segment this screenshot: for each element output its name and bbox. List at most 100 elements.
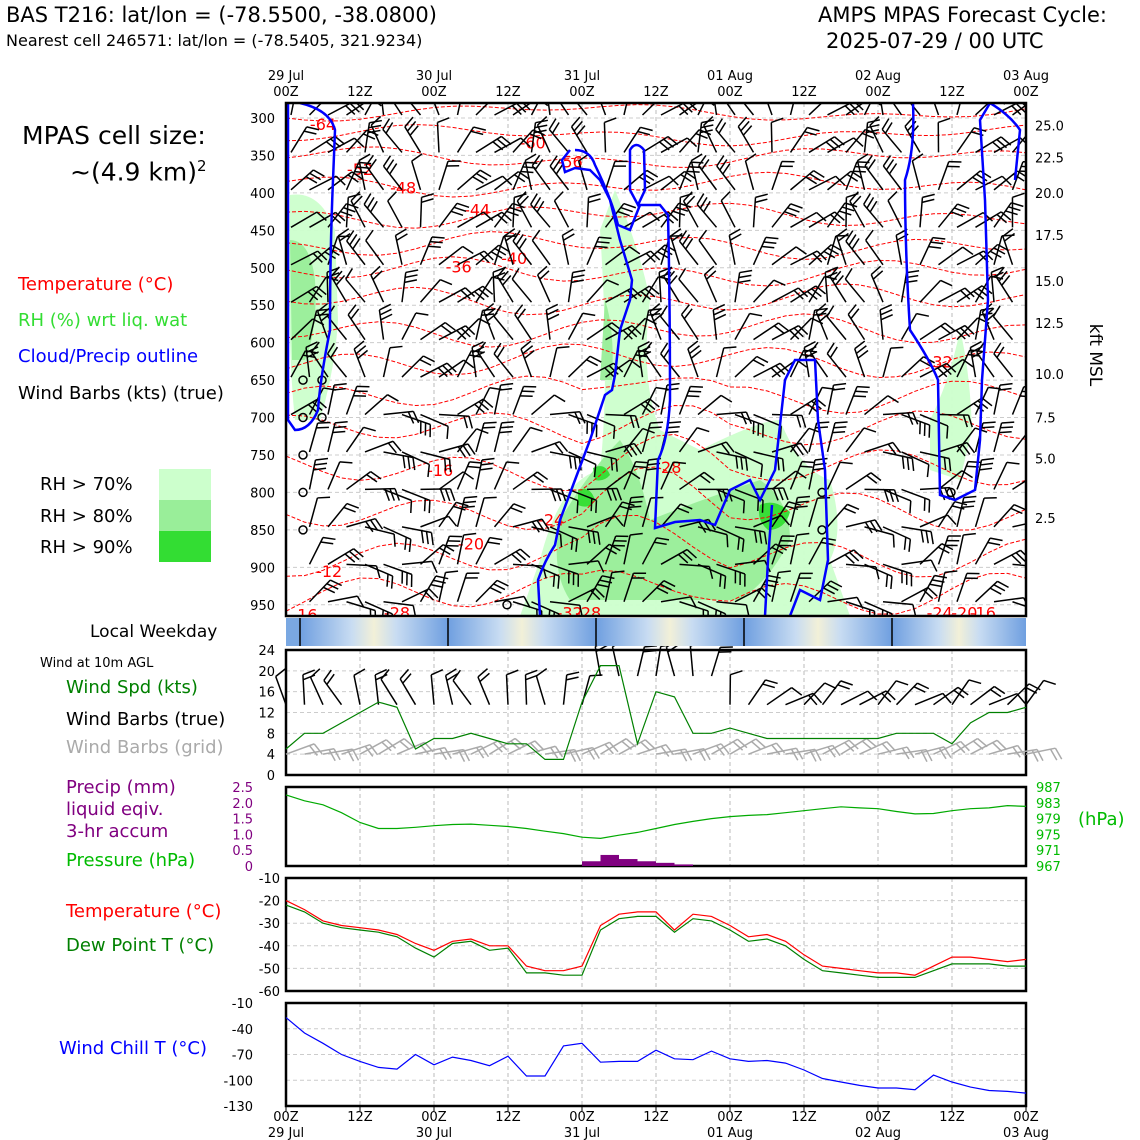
wind-barb-feather — [630, 532, 643, 536]
wind-barb-feather — [309, 172, 322, 181]
wind-barb — [956, 317, 979, 341]
wind-barb — [826, 235, 837, 265]
wind-barb-feather — [920, 529, 925, 543]
wind-barb-feather — [608, 543, 621, 552]
wind-barb-grid-feather — [751, 740, 762, 751]
forecast-cycle-title: AMPS MPAS Forecast Cycle: — [818, 3, 1107, 27]
wind-barb-feather — [798, 325, 809, 335]
wind-barb-feather — [688, 390, 702, 393]
wind-barb-feather — [396, 233, 408, 241]
wind-barb — [290, 103, 295, 116]
wind-barb-grid-feather — [640, 741, 651, 752]
wind-barb — [586, 413, 615, 427]
wind-barb-feather — [611, 570, 625, 574]
wind-barb-true-feather — [445, 668, 457, 677]
wind-barb-feather — [719, 159, 728, 171]
wind-barb-feather — [370, 471, 382, 480]
wind-barb-feather — [703, 471, 715, 481]
wind-barb-true-feather — [824, 682, 837, 690]
wind-barb-feather — [930, 241, 944, 245]
wind-barb-feather — [297, 84, 310, 86]
bottom-axis-hour-label: 00Z — [273, 1110, 299, 1125]
wind-barb-feather — [890, 576, 893, 589]
wind-barb-feather — [909, 500, 912, 514]
wind-barb-true-feather — [643, 649, 656, 653]
top-axis-date-label: 02 Aug — [855, 69, 901, 84]
wind-barb — [457, 250, 485, 266]
wind-barb-feather — [533, 197, 542, 209]
temp-tick-label: -40 — [259, 940, 280, 955]
wind-barb-feather — [1004, 232, 1016, 242]
wind-barb-feather — [719, 611, 722, 616]
wind-barb-grid-feather — [844, 742, 855, 752]
wind-barb — [882, 488, 912, 502]
wind-barb — [493, 315, 514, 341]
wind-barb-true-feather — [989, 688, 1002, 698]
wind-barb-feather — [366, 197, 375, 209]
wind-barb-feather — [607, 324, 619, 334]
wind-barb-feather — [735, 455, 739, 469]
wind-barb — [660, 137, 688, 154]
wind-barb-feather — [848, 234, 857, 246]
wind-barb — [697, 394, 722, 416]
wind-barb-feather — [977, 400, 989, 410]
wind-barb-feather — [833, 382, 847, 386]
wind-barb — [720, 200, 736, 228]
wind-barb — [383, 601, 414, 607]
wind-barb — [993, 137, 1021, 154]
top-axis-date-label: 01 Aug — [707, 69, 753, 84]
wind-barb-feather — [838, 210, 852, 216]
wind-barb-feather — [926, 464, 930, 478]
pressure-tick-label: 900 — [250, 561, 275, 576]
isotherm-label: -24 — [927, 603, 953, 622]
wind-barb-feather — [615, 459, 618, 472]
wind-barb-feather — [379, 89, 391, 91]
wind-barb-feather — [957, 203, 970, 210]
wind-barb-feather — [588, 198, 601, 204]
wind-barb-feather — [989, 250, 1002, 259]
wind-barb-feather — [980, 462, 994, 466]
wind-barb-grid-feather — [660, 745, 670, 757]
wind-barb-feather — [843, 507, 856, 514]
wind-barb-grid-feather — [737, 738, 748, 749]
wind-barb-feather — [365, 154, 374, 166]
precip-panel-frame — [284, 785, 1028, 868]
wind-barb-feather — [665, 430, 679, 434]
wind-barb-feather — [511, 268, 520, 280]
wind-barb-feather — [785, 505, 799, 511]
isotherm-contour — [286, 466, 1026, 531]
wind-barb-feather — [339, 461, 353, 464]
wind-barb-feather — [816, 211, 827, 222]
wind-barb-feather — [499, 387, 513, 391]
rh90-swatch — [159, 531, 211, 562]
wind-barb-feather — [885, 159, 895, 171]
wind-barb-feather — [1038, 473, 1048, 481]
wind-barb-feather — [797, 495, 811, 499]
wind-barb-feather — [493, 305, 502, 317]
wind-barb-feather — [943, 457, 947, 471]
wind-barb-feather — [1001, 275, 1011, 286]
wind-barb — [809, 352, 829, 378]
wind-barb — [887, 200, 903, 228]
wind-barb-feather — [349, 234, 358, 246]
wind-barb-feather — [310, 341, 320, 353]
wind-barb-feather — [333, 387, 346, 391]
wind-barb-feather — [345, 105, 356, 115]
wind-barb — [863, 103, 872, 116]
wind-barb — [381, 103, 385, 116]
wind-barb-feather — [714, 609, 718, 616]
wind-barb-feather — [954, 500, 968, 506]
wind-barb — [938, 413, 969, 416]
wind-barb-feather — [912, 412, 919, 425]
wind-barb-feather — [1019, 395, 1026, 398]
pressure-tick-label: 967 — [1036, 860, 1061, 875]
wind-barb — [310, 351, 329, 378]
wind-barb-feather — [437, 367, 448, 378]
wind-barb-feather — [678, 230, 688, 242]
wind-barb-feather — [1011, 105, 1022, 116]
wind-barb-feather — [389, 345, 403, 349]
wind-barb-feather — [333, 270, 343, 282]
wind-barb-feather — [996, 213, 1008, 224]
wind-barb-feather — [648, 308, 662, 312]
wind-barb-true — [988, 692, 1018, 706]
